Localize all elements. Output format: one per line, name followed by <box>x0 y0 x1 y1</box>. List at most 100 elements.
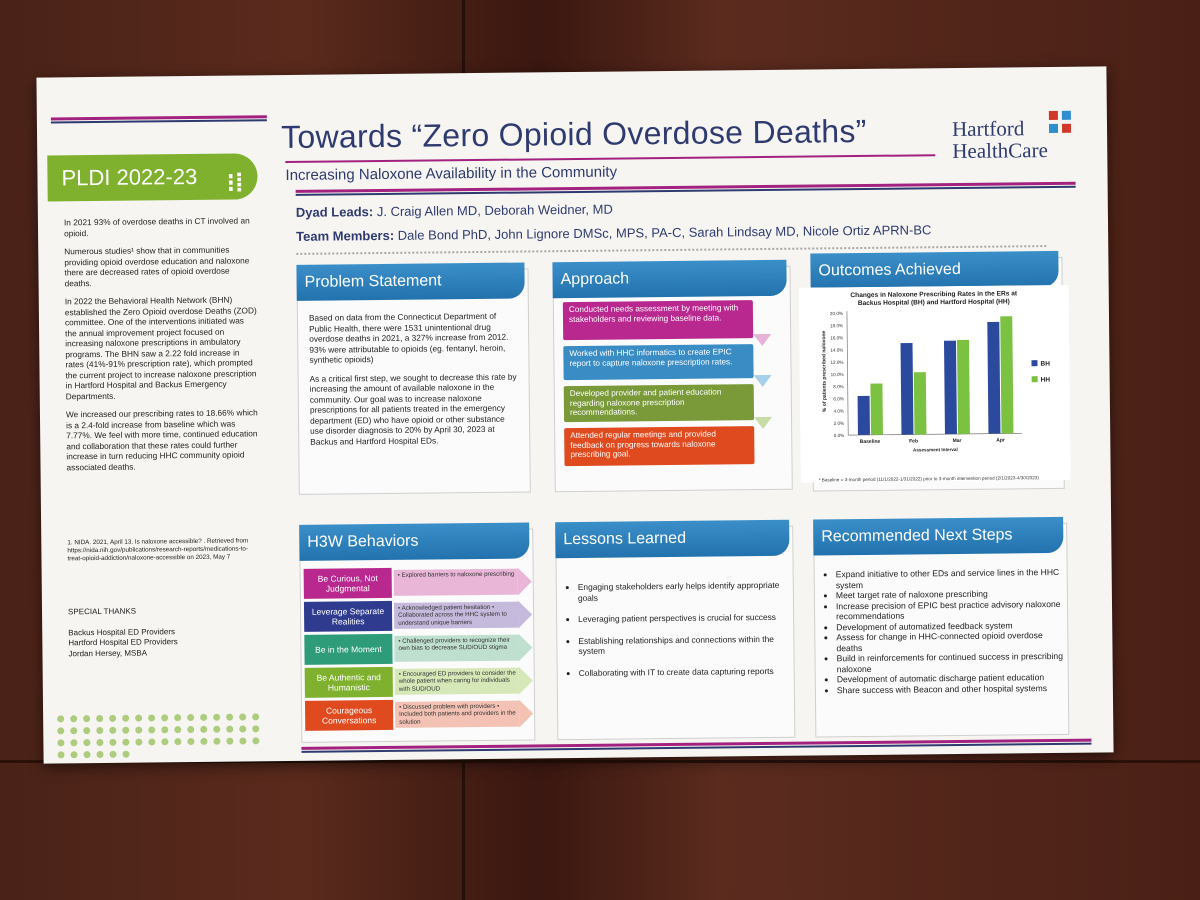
pldi-banner: PLDI 2022-23 ⁝⁞ <box>47 153 258 202</box>
decorative-dot <box>83 751 91 759</box>
y-tick-label: 4.0% <box>833 409 844 414</box>
approach-step: Developed provider and patient education… <box>563 384 755 423</box>
dyad-leads: Dyad Leads: J. Craig Allen MD, Deborah W… <box>296 202 613 220</box>
decorative-dot <box>70 739 78 747</box>
h3w-row: Leverage Separate Realities • Acknowledge… <box>303 599 536 632</box>
decorative-dot <box>96 750 104 759</box>
decorative-dot <box>57 727 65 735</box>
lessons-heading: Lessons Learned <box>555 519 790 559</box>
h3w-text: • Challenged providers to recognize thei… <box>398 636 510 653</box>
dyad-value: J. Craig Allen MD, Deborah Weidner, MD <box>376 201 613 220</box>
next-item: Increase precision of EPIC best practice… <box>836 598 1066 621</box>
pldi-label: PLDI 2022-23 <box>61 163 198 191</box>
problem-text: Based on data from the Connecticut Depar… <box>309 311 520 455</box>
dyad-label: Dyad Leads: <box>295 204 374 220</box>
decorative-dot <box>200 725 208 733</box>
logo-mark-icon <box>1048 110 1072 134</box>
legend-label: BH <box>1040 361 1050 368</box>
decorative-dot <box>213 713 221 721</box>
step-arrow-icon <box>753 374 772 388</box>
h3w-arrow-head <box>517 567 532 596</box>
decorative-dot <box>174 726 182 734</box>
decorative-dot <box>213 725 221 733</box>
decorative-dot <box>161 714 169 722</box>
lesson-item: Engaging stakeholders early helps identi… <box>578 580 790 603</box>
y-tick-label: 16.0% <box>830 335 843 340</box>
decorative-dot <box>70 751 78 759</box>
title-rule <box>285 154 936 164</box>
lessons-list: Engaging stakeholders early helps identi… <box>566 580 791 689</box>
poster-subtitle: Increasing Naloxone Availability in the … <box>285 163 618 185</box>
thanks-item: Jordan Hersey, MSBA <box>68 647 148 658</box>
decorative-dot <box>174 738 182 746</box>
poster-title: Towards “Zero Opioid Overdose Deaths” <box>280 112 867 156</box>
decorative-dot <box>83 715 91 723</box>
decorative-dot <box>70 727 78 735</box>
hartford-logo: Hartford HealthCare <box>952 110 1092 164</box>
h3w-arrow-icon: • Encouraged ED providers to consider th… <box>394 666 537 695</box>
h3w-row: Be Curious, Not Judgmental • Explored bar… <box>303 566 536 599</box>
h3w-row: Be in the Moment • Challenged providers t… <box>304 632 536 665</box>
decorative-dot <box>57 715 65 723</box>
lesson-item: Leveraging patient perspectives is cruci… <box>578 612 790 625</box>
decorative-dot <box>226 713 234 721</box>
y-tick-label: 0.0% <box>834 433 845 438</box>
h3w-text: • Discussed problem with providers • Inc… <box>399 702 516 726</box>
x-tick-label: Apr <box>996 437 1005 443</box>
left-paragraph: We increased our prescribing rates to 18… <box>65 407 258 472</box>
decorative-dot <box>96 714 104 723</box>
decorative-dot <box>109 738 117 746</box>
approach-steps: Conducted needs assessment by meeting wi… <box>562 300 785 482</box>
x-tick-label: Mar <box>953 438 962 444</box>
pldi-logo-icon: ⁝⁞ <box>226 167 244 198</box>
next-heading: Recommended Next Steps <box>813 516 1064 556</box>
h3w-arrow-icon: • Challenged providers to recognize thei… <box>394 633 536 662</box>
lesson-item: Collaborating with IT to create data cap… <box>579 665 791 678</box>
y-tick-label: 20.0% <box>830 311 843 316</box>
decorative-dot <box>239 725 247 733</box>
y-tick-label: 8.0% <box>833 384 844 389</box>
decorative-dot <box>148 738 156 746</box>
special-thanks: SPECIAL THANKS Backus Hospital ED Provid… <box>68 605 259 659</box>
left-intro: In 2021 93% of overdose deaths in CT inv… <box>64 215 259 480</box>
approach-step: Conducted needs assessment by meeting wi… <box>562 300 754 341</box>
logo-line2: HealthCare <box>952 138 1049 164</box>
decorative-dot <box>226 725 234 733</box>
bar-bh <box>987 321 1001 434</box>
y-tick-label: 10.0% <box>831 372 844 377</box>
h3w-arrow-icon: • Discussed problem with providers • Inc… <box>394 699 537 728</box>
decorative-dot <box>109 750 117 758</box>
y-tick-label: 14.0% <box>830 348 843 353</box>
decorative-dot <box>122 726 130 734</box>
bar-bh <box>900 342 914 435</box>
bar-hh <box>913 372 927 435</box>
y-tick-label: 2.0% <box>834 421 845 426</box>
decorative-dot <box>57 739 65 747</box>
decorative-dot <box>83 727 91 735</box>
y-axis <box>846 311 849 436</box>
y-axis-label: % of patients prescribed naloxone <box>821 330 828 412</box>
decorative-dot <box>83 739 91 747</box>
decorative-dot <box>239 713 247 721</box>
decorative-dot <box>239 737 247 745</box>
decorative-dot <box>96 726 104 735</box>
h3w-text: • Encouraged ED providers to consider th… <box>398 669 516 693</box>
team-value: Dale Bond PhD, John Lignore DMSc, MPS, P… <box>397 222 932 243</box>
approach-heading: Approach <box>552 259 787 299</box>
h3w-label: Courageous Conversations <box>304 699 394 731</box>
outcomes-heading: Outcomes Achieved <box>810 250 1059 290</box>
h3w-row: Courageous Conversations • Discussed prob… <box>304 698 537 731</box>
h3w-label: Leverage Separate Realities <box>303 600 393 632</box>
decorative-dot <box>161 738 169 746</box>
approach-step: Worked with HHC informatics to create EP… <box>563 344 754 381</box>
left-paragraph: Numerous studies¹ show that in communiti… <box>64 244 250 288</box>
decorative-dot <box>109 714 117 722</box>
h3w-heading: H3W Behaviors <box>299 522 530 561</box>
decorative-dot <box>70 715 78 723</box>
bar-bh <box>943 340 957 435</box>
h3w-label: Be Curious, Not Judgmental <box>303 567 392 599</box>
bar-hh <box>1000 316 1014 434</box>
step-arrow-icon <box>753 333 772 347</box>
bar-hh <box>956 339 970 434</box>
decorative-dot <box>148 714 156 722</box>
